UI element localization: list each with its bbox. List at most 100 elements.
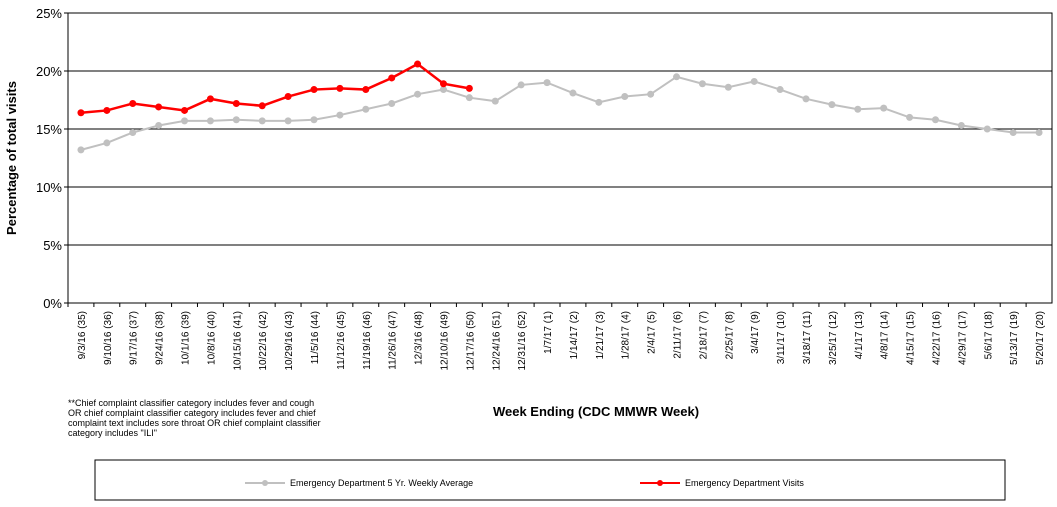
data-point [931,116,939,124]
x-tick-label: 12/17/16 (50) [465,311,476,371]
y-tick-label: 20% [36,64,62,79]
data-point [854,105,862,113]
x-tick-label: 1/7/17 (1) [543,311,554,354]
x-tick-label: 5/20/17 (20) [1035,311,1046,365]
data-point [362,105,370,113]
plot-frame [67,12,1053,304]
x-tick-label: 3/18/17 (11) [802,311,813,364]
data-point [595,98,603,106]
data-point [776,86,784,94]
data-point [77,146,85,154]
data-point [621,93,629,101]
data-point [439,86,447,94]
x-tick-label: 10/8/16 (40) [206,311,217,365]
data-point [569,89,577,97]
legend-marker [657,480,663,486]
x-tick-label: 4/22/17 (16) [931,311,942,365]
data-point [491,97,499,105]
data-point [336,84,344,92]
footnote: complaint text includes sore throat OR c… [68,418,321,428]
data-point [310,116,318,124]
x-tick-label: 10/22/16 (42) [258,311,269,371]
data-point [698,80,706,88]
x-tick-label: 12/3/16 (48) [414,311,425,365]
x-tick-label: 3/11/17 (10) [776,311,787,364]
data-point [388,74,396,82]
x-tick-label: 11/26/16 (47) [388,311,399,370]
x-tick-label: 2/25/17 (8) [724,311,735,359]
data-point [155,103,163,111]
data-point [284,117,292,125]
data-point [336,111,344,119]
x-tick-label: 12/10/16 (49) [439,311,450,371]
data-point [362,86,370,94]
x-tick-label: 1/28/17 (4) [621,311,632,359]
data-point [232,99,240,107]
data-point [258,102,266,110]
data-point [414,90,422,98]
y-tick-label: 10% [36,180,62,195]
data-point [439,80,447,88]
legend-box [94,459,1006,501]
x-tick-label: 9/17/16 (37) [129,311,140,365]
series-line [80,62,470,115]
x-tick-label: 5/6/17 (18) [983,311,994,359]
x-tick-label: 10/15/16 (41) [232,311,243,371]
data-point [1035,128,1043,136]
data-point [206,95,214,103]
y-tick-label: 0% [43,296,62,311]
data-point [181,117,189,125]
data-point [647,90,655,98]
footnote: OR chief complaint classifier category i… [68,408,316,418]
data-point [957,122,965,130]
x-tick-label: 2/18/17 (7) [698,311,709,359]
x-tick-label: 1/21/17 (3) [595,311,606,359]
data-point [388,99,396,107]
data-point [465,94,473,102]
x-tick-label: 4/29/17 (17) [957,311,968,365]
data-point [232,116,240,124]
data-point [750,77,758,85]
data-point [880,104,888,112]
x-tick-label: 2/4/17 (5) [647,311,658,354]
x-tick-label: 3/25/17 (12) [828,311,839,365]
data-point [284,93,292,101]
data-point [258,117,266,125]
data-point [129,128,137,136]
x-tick-label: 9/10/16 (36) [103,311,114,365]
y-axis-title: Percentage of total visits [4,81,19,235]
data-point [543,79,551,87]
legend-marker [262,480,268,486]
data-point [103,106,111,114]
data-point [828,101,836,109]
x-tick-label: 11/12/16 (45) [336,311,347,370]
x-tick-label: 11/19/16 (46) [362,311,373,370]
data-point [310,86,318,94]
x-tick-label: 12/24/16 (51) [491,311,502,371]
x-tick-label: 9/3/16 (35) [77,311,88,359]
x-tick-label: 10/29/16 (43) [284,311,295,371]
data-point [465,84,473,92]
data-point [155,122,163,130]
y-tick-label: 5% [43,238,62,253]
legend-label: Emergency Department 5 Yr. Weekly Averag… [290,478,473,488]
data-point [414,60,422,68]
x-tick-label: 11/5/16 (44) [310,311,321,364]
x-tick-label: 3/4/17 (9) [750,311,761,354]
x-tick-label: 4/8/17 (14) [880,311,891,359]
data-point [906,113,914,121]
x-tick-label: 5/13/17 (19) [1009,311,1020,365]
legend-label: Emergency Department Visits [685,478,804,488]
x-tick-label: 10/1/16 (39) [181,311,192,365]
footnote: **Chief complaint classifier category in… [68,398,314,408]
data-point [181,106,189,114]
data-point [206,117,214,125]
x-tick-label: 12/31/16 (52) [517,311,528,371]
data-point [724,83,732,91]
data-point [129,99,137,107]
series-line [80,75,1040,151]
x-axis-title: Week Ending (CDC MMWR Week) [493,404,699,419]
x-tick-label: 1/14/17 (2) [569,311,580,359]
y-tick-label: 15% [36,122,62,137]
